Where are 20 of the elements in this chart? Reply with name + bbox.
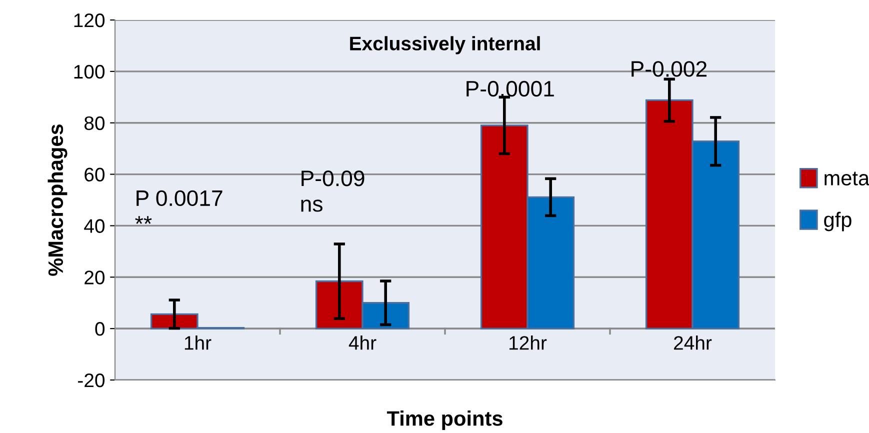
x-tick-label: 12hr [510, 336, 547, 350]
y-tick-label: 40 [84, 219, 105, 233]
annotation: P-0.09 ns [301, 170, 364, 212]
annotation: P-0.0001 [466, 80, 554, 97]
text: Exclussively internal [350, 36, 540, 54]
x-axis-title: Time points [386, 410, 502, 430]
x-tick-label: 4hr [348, 336, 376, 350]
x-tick-label: 24hr [674, 336, 712, 350]
y-tick-label: 60 [84, 168, 105, 182]
legend-label: gfp [824, 212, 852, 232]
y-tick-label: 0 [95, 322, 105, 336]
y-axis-title: %Macrophages [48, 124, 68, 276]
y-tick-label: -20 [78, 373, 105, 388]
y-tick-label: 120 [74, 13, 105, 28]
y-tick-label: 20 [84, 270, 105, 284]
annotation: P-0.002 [632, 61, 707, 77]
x-tick-label: 1hr [184, 336, 212, 350]
annotation: P 0.0017 ** [135, 190, 222, 224]
y-tick-label: 100 [74, 64, 105, 79]
y-tick-label: 80 [84, 116, 105, 130]
